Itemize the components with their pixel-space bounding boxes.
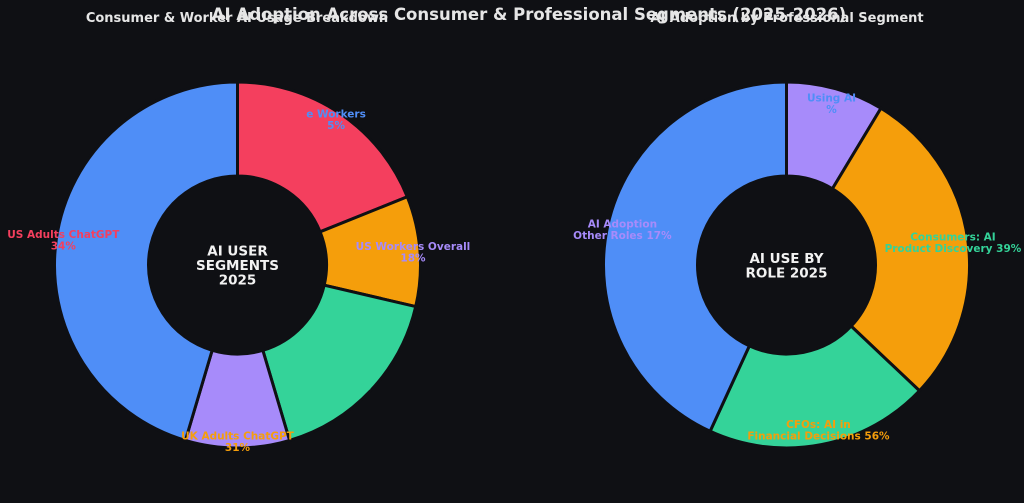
right-subplot-title: AI Adoption by Professional Segment: [650, 11, 923, 26]
left-donut-hole: [148, 176, 327, 354]
left-slice-label-0: e Workers 5%: [306, 108, 366, 131]
left-slice-label-1: US Workers Overall 18%: [356, 241, 471, 264]
left-center-label: AI USER SEGMENTS 2025: [196, 244, 279, 289]
left-slice-label-4: US Adults ChatGPT 34%: [7, 229, 120, 253]
right-donut-hole: [697, 176, 876, 354]
figure-title: AI Adoption Across Consumer & Profession…: [212, 5, 846, 24]
right-slice-label-1: Consumers: AI Product Discovery 39%: [885, 232, 1022, 256]
right-donut-chart: Using AI % Consumers: AI Product Discovery …: [573, 80, 1022, 450]
right-slice-label-0: Using AI%: [807, 92, 856, 116]
right-slice-label-2: CFOs: AI in Financial Decisions 56%: [747, 419, 890, 443]
right-slice-2: [708, 324, 922, 450]
left-slice-label-2: 4.: [360, 381, 371, 393]
left-donut-chart: e Workers 5% US Workers Overall 18% 4. UK Adu…: [7, 80, 471, 454]
right-center-label: AI USE BY ROLE 2025: [746, 251, 828, 282]
left-slice-label-3: UK Adults ChatGPT 31%: [181, 430, 295, 454]
left-subplot-title: Consumer & Worker AI Usage Breakdown: [86, 11, 388, 26]
right-slice-label-3: AI Adoption Other Roles 17%: [573, 218, 672, 242]
